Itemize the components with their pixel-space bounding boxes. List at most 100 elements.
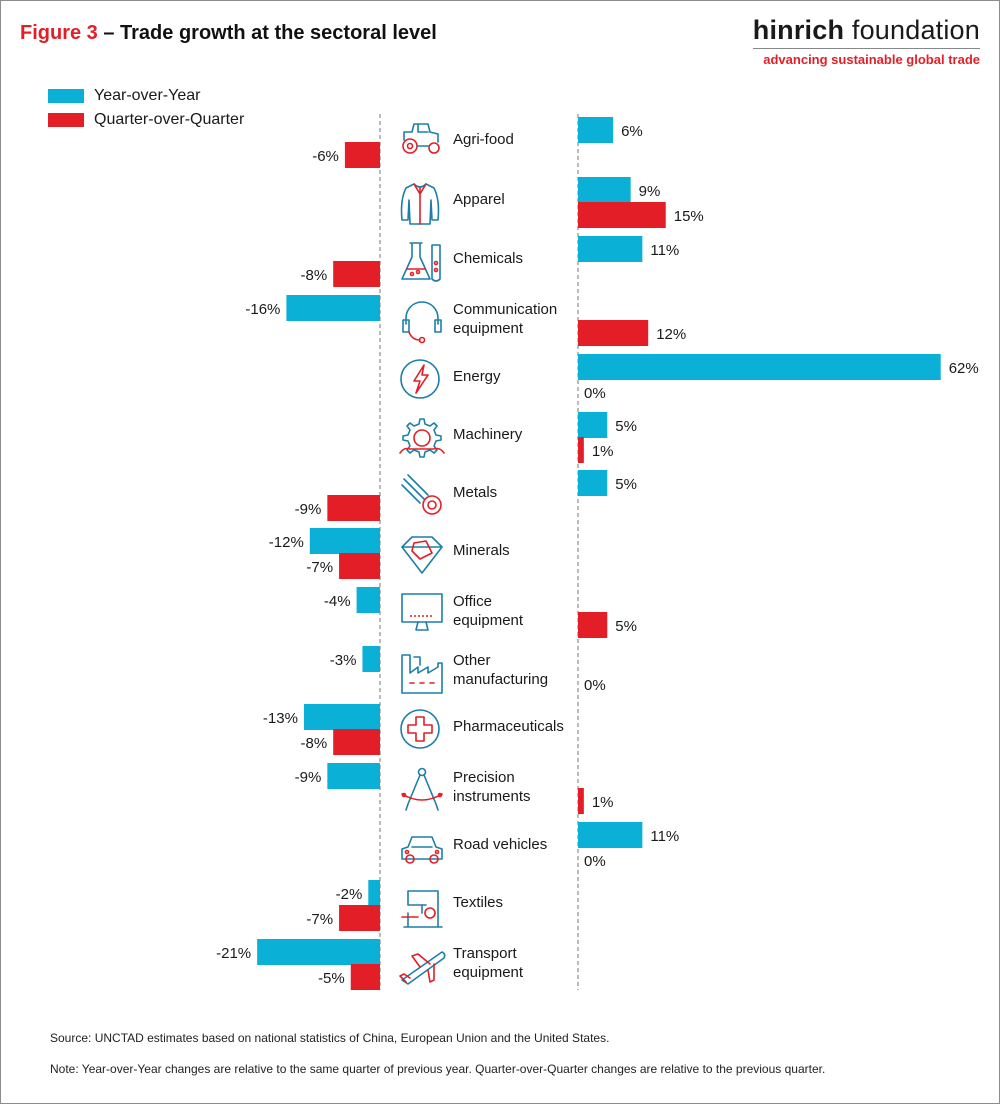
brand-logo: hinrich foundation advancing sustainable… <box>752 14 980 67</box>
category-label: Pharmaceuticals <box>453 718 564 735</box>
figure-label: Figure 3 <box>20 22 98 44</box>
qoq-bar <box>350 964 380 990</box>
chart-row-8: Office equipment -4% 5% <box>324 587 637 638</box>
yoy-value-label: 11% <box>650 242 679 259</box>
legend-swatch-qoq <box>48 113 84 127</box>
airplane-icon <box>399 951 446 985</box>
qoq-value-label: 12% <box>656 326 686 343</box>
yoy-bar <box>362 646 380 672</box>
brand-divider <box>752 48 980 49</box>
category-label: Metals <box>453 484 497 501</box>
chart-row-1: Apparel 9% 15% <box>400 177 704 228</box>
chart-row-12: Road vehicles 11% 0% <box>401 822 679 870</box>
category-label: Office equipment <box>453 593 524 629</box>
qoq-bar <box>339 905 380 931</box>
legend-item-yoy: Year-over-Year <box>48 84 244 108</box>
qoq-bar <box>344 142 380 168</box>
brand-name-rest: foundation <box>844 15 980 45</box>
category-label: Agri-food <box>453 131 514 148</box>
yoy-value-label: -21% <box>216 945 251 962</box>
yoy-value-label: -9% <box>295 769 322 786</box>
qoq-bar <box>339 553 380 579</box>
chart-row-0: Agri-food 6% -6% <box>312 117 643 168</box>
qoq-bar <box>578 320 649 346</box>
qoq-value-label: -6% <box>312 148 339 165</box>
category-label: Machinery <box>453 426 523 443</box>
category-label: Minerals <box>453 542 510 559</box>
legend: Year-over-Year Quarter-over-Quarter <box>48 84 244 132</box>
chart-row-13: Textiles -2%-7% <box>306 880 503 931</box>
qoq-value-label: -9% <box>295 501 322 518</box>
gem-icon <box>401 536 443 574</box>
qoq-bar <box>327 495 380 521</box>
yoy-value-label: -2% <box>336 886 363 903</box>
yoy-bar <box>327 763 380 789</box>
category-label: Energy <box>453 368 501 385</box>
footnote: Note: Year-over-Year changes are relativ… <box>50 1062 826 1076</box>
qoq-value-label: 0% <box>584 677 606 694</box>
brand-tagline: advancing sustainable global trade <box>763 52 980 67</box>
lightning-icon <box>400 359 440 399</box>
yoy-bar <box>356 587 380 613</box>
yoy-value-label: -3% <box>330 652 357 669</box>
qoq-value-label: -8% <box>301 267 328 284</box>
legend-item-qoq: Quarter-over-Quarter <box>48 108 244 132</box>
qoq-value-label: 0% <box>584 385 606 402</box>
yoy-bar <box>286 295 380 321</box>
yoy-bar <box>578 236 643 262</box>
qoq-value-label: -7% <box>306 911 333 928</box>
qoq-value-label: 1% <box>592 794 614 811</box>
car-icon <box>401 836 443 864</box>
qoq-bar <box>333 261 380 287</box>
chart-row-6: Metals 5% -9% <box>295 470 637 521</box>
yoy-value-label: 62% <box>949 360 979 377</box>
chart-row-5: Machinery 5%1% <box>399 412 637 463</box>
brand-name-bold: hinrich <box>752 15 845 45</box>
qoq-value-label: 15% <box>674 208 704 225</box>
qoq-bar <box>578 202 666 228</box>
category-label: Road vehicles <box>453 836 547 853</box>
title-text: – Trade growth at the sectoral level <box>103 22 437 44</box>
yoy-bar <box>303 704 380 730</box>
qoq-bar <box>578 788 584 814</box>
category-label: Transport equipment <box>453 945 524 981</box>
yoy-bar <box>578 470 608 496</box>
yoy-bar <box>578 117 614 143</box>
yoy-bar <box>309 528 380 554</box>
headset-icon <box>402 301 442 344</box>
chart-row-14: Transport equipment -21% -5% <box>216 939 524 990</box>
qoq-value-label: -7% <box>306 559 333 576</box>
qoq-bar <box>578 612 608 638</box>
qoq-bar <box>333 729 380 755</box>
yoy-value-label: 5% <box>615 418 637 435</box>
yoy-bar <box>578 177 631 203</box>
chart-row-3: Communication equipment -16% 12% <box>245 295 686 346</box>
qoq-value-label: -5% <box>318 970 345 987</box>
category-label: Precision instruments <box>453 769 531 805</box>
chart-row-10: Pharmaceuticals -13%-8% <box>263 704 564 755</box>
yoy-value-label: -4% <box>324 593 351 610</box>
yoy-bar <box>578 822 643 848</box>
chart-row-11: Precision instruments -9% 1% <box>295 763 614 814</box>
yoy-value-label: -12% <box>269 534 304 551</box>
factory-icon <box>401 654 443 694</box>
qoq-value-label: 1% <box>592 443 614 460</box>
legend-swatch-yoy <box>48 89 84 103</box>
chart-row-7: Minerals -12%-7% <box>269 528 510 579</box>
medical-cross-icon <box>400 709 440 749</box>
chart-row-2: Chemicals 11% -8% <box>301 236 679 287</box>
brand-name: hinrich foundation <box>753 14 980 46</box>
yoy-bar <box>257 939 380 965</box>
qoq-value-label: 0% <box>584 853 606 870</box>
gear-wrench-icon <box>399 418 445 458</box>
chart-row-9: Other manufacturing -3% 0% <box>330 646 606 694</box>
tractor-icon <box>402 123 440 154</box>
chart-row-4: Energy 62% 0% <box>400 354 979 402</box>
category-label: Apparel <box>453 191 505 208</box>
source-note: Source: UNCTAD estimates based on nation… <box>50 1031 610 1045</box>
yoy-value-label: 9% <box>639 183 661 200</box>
yoy-bar <box>578 412 608 438</box>
yoy-value-label: 11% <box>650 828 679 845</box>
qoq-bar <box>578 437 584 463</box>
